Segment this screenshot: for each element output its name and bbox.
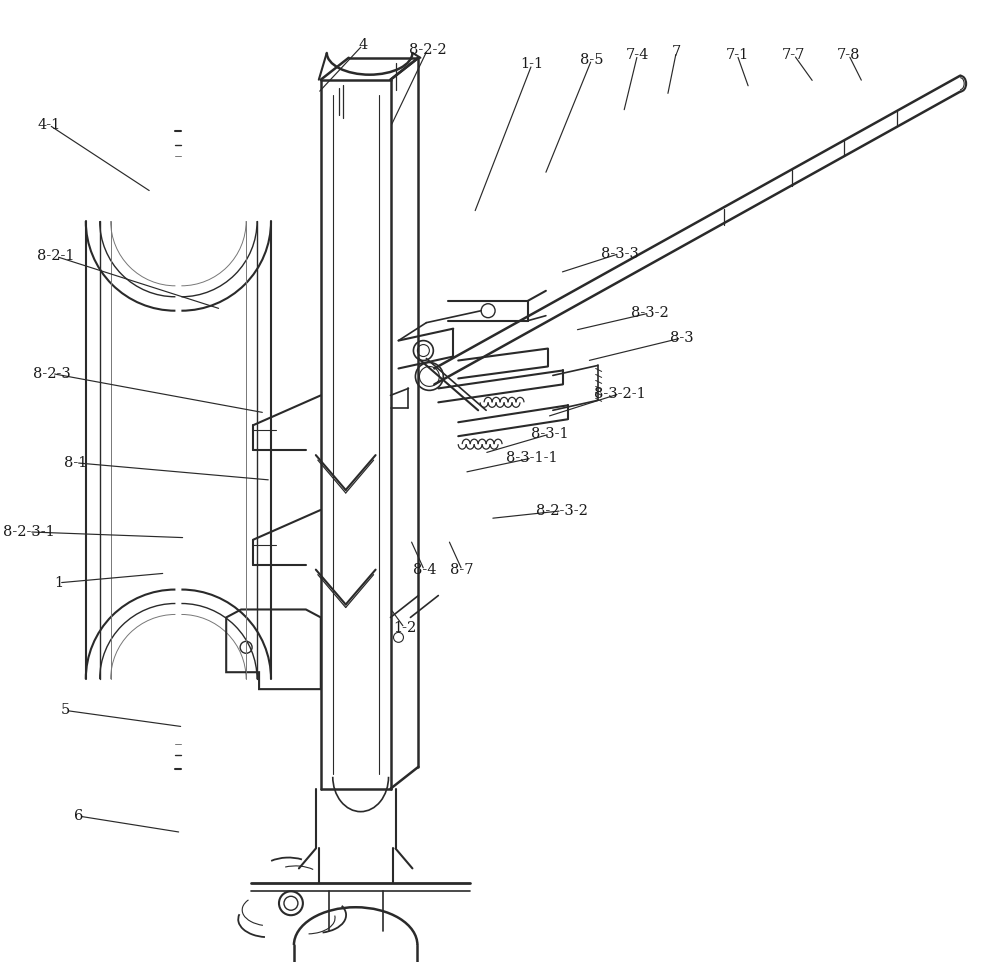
Text: 8-1: 8-1 — [64, 456, 88, 469]
Text: 7-4: 7-4 — [626, 48, 649, 62]
Text: 6: 6 — [74, 809, 84, 823]
Text: 8-3-2: 8-3-2 — [631, 306, 668, 320]
Text: 8-2-3-1: 8-2-3-1 — [3, 525, 55, 539]
Text: 5: 5 — [61, 704, 70, 717]
Text: 8-5: 8-5 — [580, 53, 603, 67]
Text: 8-3-1-1: 8-3-1-1 — [506, 451, 558, 465]
Text: 4: 4 — [358, 39, 367, 52]
Text: 8-2-2: 8-2-2 — [409, 43, 446, 57]
Text: 8-2-1: 8-2-1 — [37, 250, 75, 263]
Text: 4-1: 4-1 — [37, 118, 61, 132]
Text: 7: 7 — [672, 45, 681, 59]
Text: 8-2-3-2: 8-2-3-2 — [536, 504, 588, 518]
Text: 8-7: 8-7 — [450, 563, 474, 577]
Text: 7-7: 7-7 — [782, 48, 806, 62]
Text: 7-1: 7-1 — [725, 48, 749, 62]
Text: 8-3: 8-3 — [670, 331, 693, 345]
Text: 8-3-1: 8-3-1 — [531, 427, 569, 441]
Text: 8-4: 8-4 — [413, 563, 436, 577]
Text: 8-3-3: 8-3-3 — [601, 247, 639, 260]
Text: 8-2-3: 8-2-3 — [33, 366, 71, 381]
Text: 7-8: 7-8 — [837, 48, 860, 62]
Text: 1-1: 1-1 — [520, 58, 544, 71]
Text: 8-3-2-1: 8-3-2-1 — [594, 387, 645, 401]
Text: 1-2: 1-2 — [393, 621, 416, 635]
Text: 1: 1 — [54, 576, 63, 590]
